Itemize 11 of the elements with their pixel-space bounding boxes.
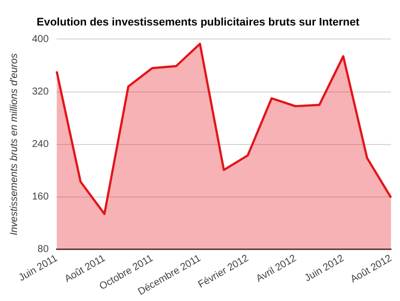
y-tick-label: 240 bbox=[32, 139, 50, 150]
y-axis-title: Investissements bruts en millions d'euros bbox=[8, 53, 20, 236]
y-tick-label: 320 bbox=[32, 86, 50, 98]
x-tick-label: Août 2012 bbox=[348, 252, 394, 286]
x-tick-label: Juin 2011 bbox=[17, 252, 60, 284]
y-tick-label: 400 bbox=[32, 34, 50, 45]
x-tick-label: Juin 2012 bbox=[303, 252, 346, 284]
y-tick-label: 160 bbox=[32, 192, 50, 203]
y-tick-label: 80 bbox=[38, 244, 50, 256]
x-tick-label: Avril 2012 bbox=[254, 252, 299, 285]
chart-title: Evolution des investissements publicitaires bruts sur Internet bbox=[36, 16, 360, 29]
